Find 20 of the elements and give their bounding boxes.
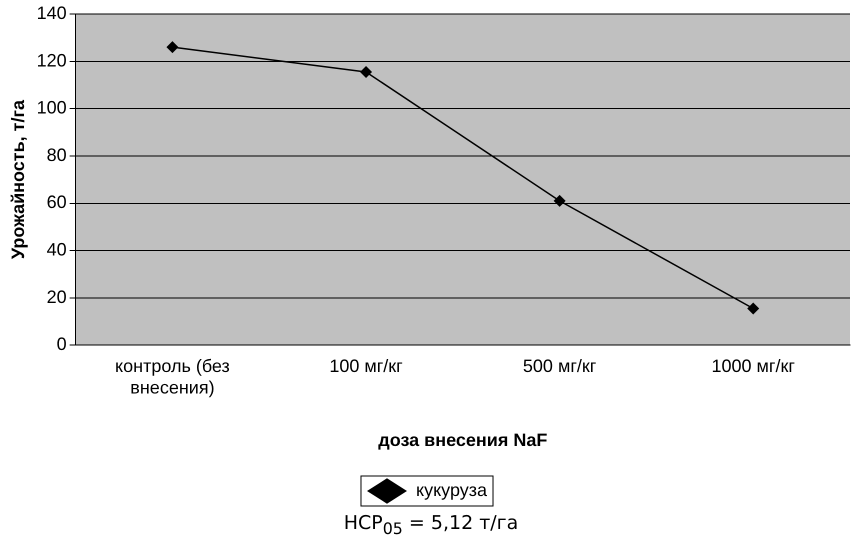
point — [166, 41, 178, 54]
x-tick-label: 500 мг/кг — [522, 356, 597, 376]
point — [360, 66, 372, 78]
y-tick-label: 0 — [56, 334, 67, 354]
y-tick-label: 140 — [36, 2, 67, 23]
x-tick-label: 100 мг/кг — [329, 356, 404, 376]
y-tick-label: 40 — [46, 240, 67, 260]
y-tick-label: 80 — [46, 144, 67, 165]
y-tick-label: 120 — [36, 50, 67, 70]
legend-label: кукуруза — [416, 480, 488, 500]
point — [747, 302, 760, 315]
y-tick-label: 60 — [46, 192, 67, 212]
y-tick-label: 20 — [46, 286, 67, 307]
text: НСР$_{05}$ = 5,12 т/га — [342, 512, 520, 538]
x-axis-title: доза внесения NaF — [378, 430, 548, 450]
x-tick-label: 1000 мг/кг — [711, 356, 796, 376]
point — [554, 194, 566, 207]
x-tick-label: контроль (без внесения) — [115, 356, 230, 398]
y-axis-title: Урожайность, т/га — [8, 99, 28, 260]
y-tick-label: 100 — [36, 98, 67, 118]
